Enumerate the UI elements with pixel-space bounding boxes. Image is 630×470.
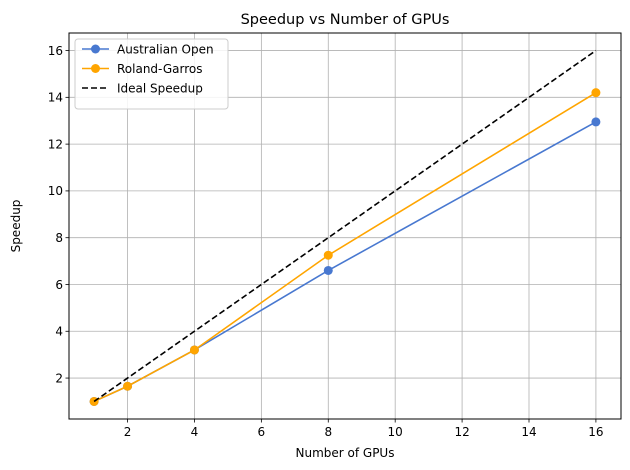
chart-title: Speedup vs Number of GPUs <box>241 12 450 28</box>
y-tick-label: 14 <box>48 91 63 105</box>
x-tick-label: 2 <box>124 425 132 439</box>
y-axis-label: Speedup <box>9 200 23 253</box>
roland-garros-point <box>189 345 199 355</box>
legend-roland-garros-marker <box>91 64 100 73</box>
roland-garros-point <box>123 381 133 391</box>
y-tick-label: 8 <box>55 231 63 245</box>
x-tick-label: 8 <box>324 425 332 439</box>
legend-roland-garros-label: Roland-Garros <box>117 62 202 76</box>
plot-frame <box>68 32 622 420</box>
x-axis-label: Number of GPUs <box>296 446 395 460</box>
y-tick-label: 12 <box>48 137 63 151</box>
x-tick-label: 14 <box>521 425 536 439</box>
roland-garros-line <box>93 91 597 403</box>
x-tick-label: 4 <box>191 425 199 439</box>
y-tick-label: 16 <box>48 44 63 58</box>
x-tick-label: 6 <box>258 425 266 439</box>
x-tick-label: 16 <box>588 425 603 439</box>
legend-australian-open-label: Australian Open <box>117 42 214 56</box>
x-tick-label: 12 <box>454 425 469 439</box>
australian-open-point <box>591 117 601 127</box>
legend: Australian Open Roland-Garros Ideal Speedu… <box>74 38 229 110</box>
x-tick-label: 10 <box>388 425 403 439</box>
y-tick-label: 10 <box>48 184 63 198</box>
y-tick-label: 4 <box>55 325 63 339</box>
roland-garros-point <box>591 88 601 98</box>
legend-ideal-speedup-label: Ideal Speedup <box>117 81 203 95</box>
grid <box>69 33 621 419</box>
legend-australian-open-marker <box>91 44 100 54</box>
legend-box <box>74 38 229 110</box>
australian-open-point <box>323 265 333 275</box>
roland-garros-point <box>323 250 333 260</box>
australian-open-line <box>93 121 597 403</box>
y-tick-label: 2 <box>55 371 63 385</box>
plot-series <box>89 49 601 406</box>
axis-ticks: 2 4 6 8 10 12 14 16 2 4 6 8 10 12 14 16 <box>48 44 604 439</box>
y-tick-label: 6 <box>55 278 63 292</box>
ideal-speedup-line <box>93 49 597 403</box>
